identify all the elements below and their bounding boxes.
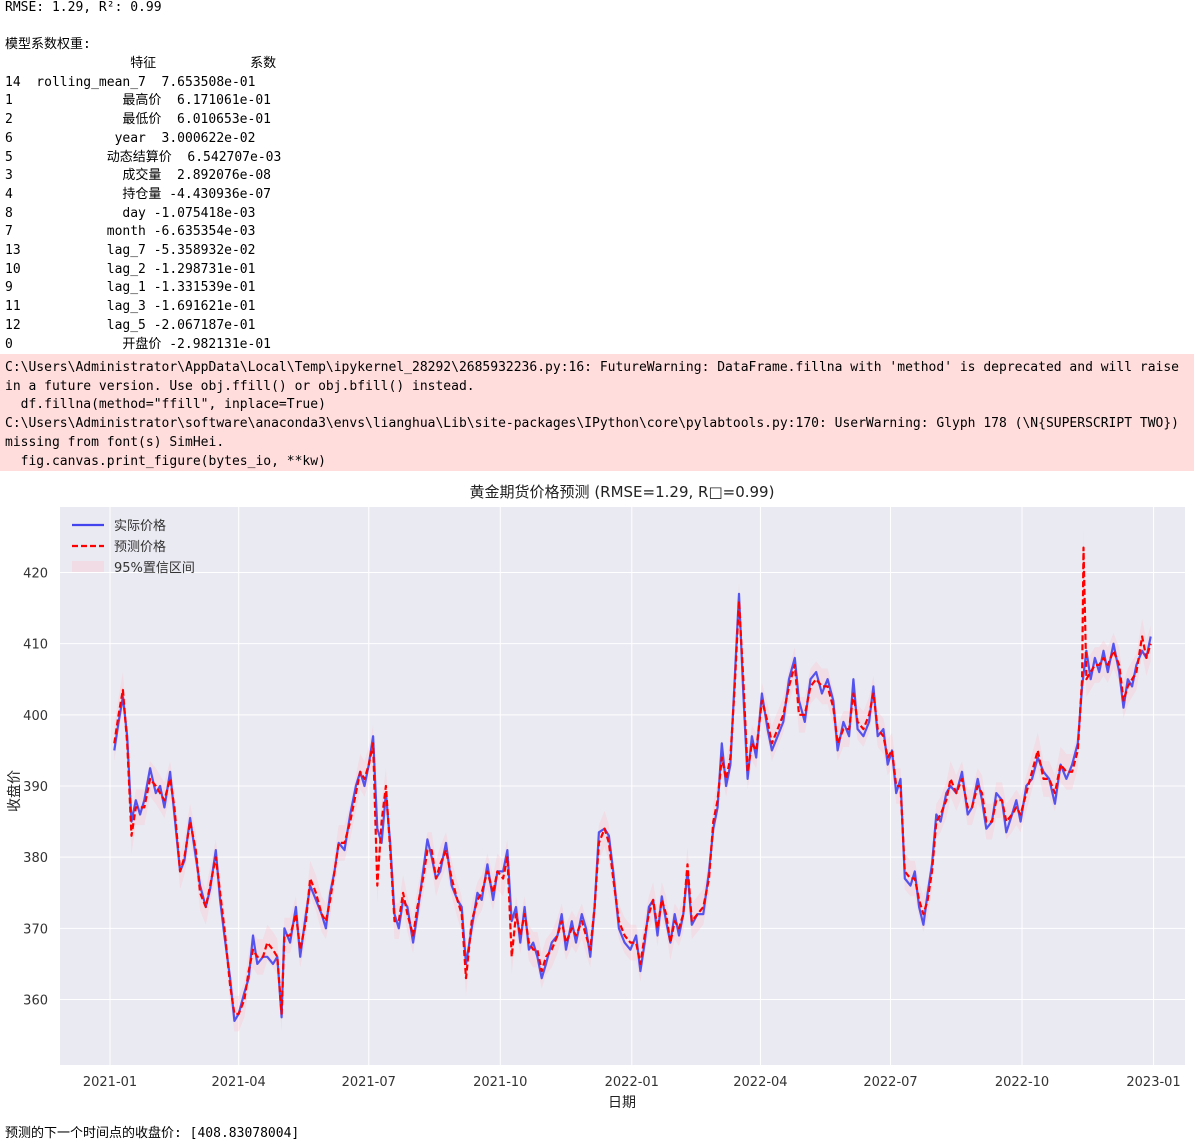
confidence-band bbox=[114, 529, 1151, 1032]
coef-header: 模型系数权重: bbox=[5, 37, 91, 52]
y-tick-label: 400 bbox=[23, 709, 48, 724]
x-tick-label: 2022-01 bbox=[605, 1075, 659, 1090]
x-tick-label: 2022-04 bbox=[733, 1075, 787, 1090]
warning-text: C:\Users\Administrator\AppData\Local\Tem… bbox=[5, 360, 1179, 469]
warning-block: C:\Users\Administrator\AppData\Local\Tem… bbox=[0, 354, 1194, 471]
metrics-line: RMSE: 1.29, R²: 0.99 bbox=[5, 0, 162, 15]
legend-actual-label: 实际价格 bbox=[114, 518, 166, 534]
series-lines bbox=[113, 546, 1152, 1023]
legend-predicted-label: 预测价格 bbox=[114, 539, 166, 555]
y-tick-label: 360 bbox=[23, 994, 48, 1009]
y-tick-label: 410 bbox=[23, 638, 48, 653]
x-axis-label: 日期 bbox=[608, 1095, 636, 1111]
y-tick-label: 390 bbox=[23, 780, 48, 795]
x-tick-label: 2021-07 bbox=[342, 1075, 396, 1090]
confidence-band-area bbox=[114, 529, 1151, 1032]
y-tick-label: 370 bbox=[23, 922, 48, 937]
x-tick-label: 2023-01 bbox=[1126, 1075, 1180, 1090]
x-tick-label: 2021-10 bbox=[473, 1075, 527, 1090]
y-tick-label: 380 bbox=[23, 851, 48, 866]
y-axis-label: 收盘价 bbox=[6, 770, 23, 812]
x-tick-label: 2022-07 bbox=[863, 1075, 917, 1090]
coef-table: 特征 系数 14 rolling_mean_7 7.653508e-01 1 最… bbox=[5, 56, 282, 352]
x-tick-label: 2022-10 bbox=[995, 1075, 1049, 1090]
next-prediction-line: 预测的下一个时间点的收盘价: [408.83078004] bbox=[5, 1126, 300, 1141]
chart-title: 黄金期货价格预测 (RMSE=1.29, R□=0.99) bbox=[470, 483, 775, 501]
legend: 实际价格 预测价格 95%置信区间 bbox=[72, 518, 195, 576]
x-tick-label: 2021-04 bbox=[212, 1075, 266, 1090]
y-tick-label: 420 bbox=[23, 566, 48, 581]
y-ticks: 360 370 380 390 400 410 420 bbox=[23, 566, 48, 1008]
x-tick-label: 2021-01 bbox=[83, 1075, 137, 1090]
legend-band-swatch bbox=[72, 561, 104, 572]
x-ticks: 2021-01 2021-04 2021-07 2021-10 2022-01 2022-… bbox=[83, 1075, 1181, 1090]
predicted-price-line bbox=[113, 546, 1152, 1015]
legend-band-label: 95%置信区间 bbox=[114, 561, 195, 576]
